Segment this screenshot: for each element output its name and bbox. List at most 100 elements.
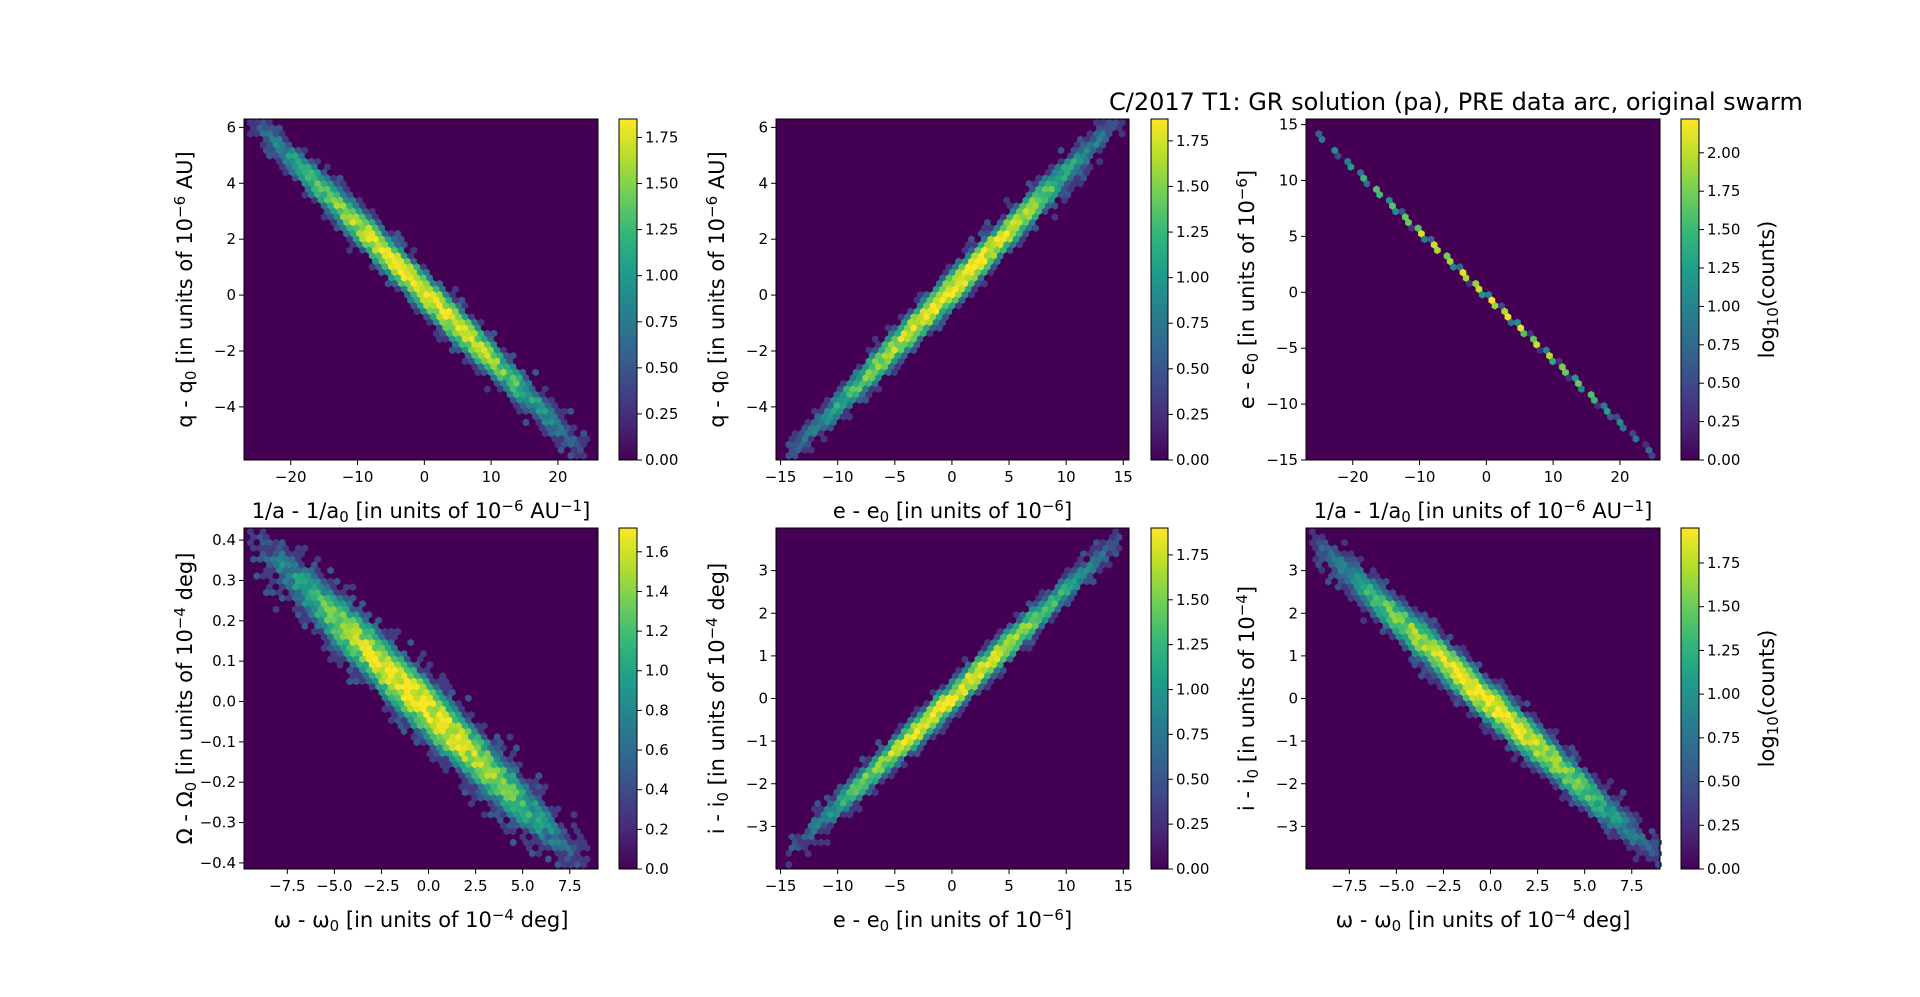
hexbin: [1077, 588, 1084, 597]
label-text: deg]: [173, 553, 197, 607]
colorbar-tick-label: 0.00: [1707, 860, 1740, 878]
x-tick-label: −15: [765, 877, 797, 895]
colorbar-tick-label: 0.25: [1176, 405, 1209, 423]
x-tick-label: −7.5: [1331, 877, 1367, 895]
hexbin: [820, 435, 828, 443]
label-subscript: 0: [182, 782, 200, 792]
x-axis-label: 1/a - 1/a0 [in units of 10−6 AU−1]: [252, 497, 591, 526]
label-superscript: −4: [1554, 906, 1576, 924]
hexbin: [509, 838, 517, 847]
y-tick-label: 3: [758, 562, 768, 580]
x-tick-label: −5.0: [316, 877, 352, 895]
label-subscript: 0: [880, 508, 890, 526]
x-tick-label: 7.5: [1620, 877, 1644, 895]
label-text: AU: [1586, 499, 1622, 523]
colorbar-tick-label: 0.4: [645, 781, 669, 799]
label-text: [in units of 10: [1401, 908, 1554, 932]
label-superscript: −4: [492, 906, 514, 924]
figure-title: C/2017 T1: GR solution (pa), PRE data ar…: [1109, 88, 1803, 116]
colorbar-tick-label: 1.00: [1707, 685, 1740, 703]
hexbin-layer: [247, 527, 591, 869]
y-tick-label: 2: [1288, 604, 1298, 622]
label-text: [in units of 10: [349, 499, 502, 523]
y-tick-label: −4: [214, 398, 236, 416]
y-tick-label: 0.4: [212, 531, 236, 549]
y-tick-label: −1: [1276, 732, 1298, 750]
y-tick-label: −3: [1276, 817, 1298, 835]
x-tick-label: −15: [765, 468, 797, 486]
hexbin: [1051, 213, 1059, 221]
label-text: [in units of 10: [173, 218, 197, 371]
colorbar-tick-label: 1.75: [1707, 554, 1740, 572]
label-text: 1/a - 1/a: [252, 499, 340, 523]
colorbar-tick-label: 0.25: [1176, 815, 1209, 833]
x-tick-label: 10: [1057, 877, 1076, 895]
y-tick-label: 6: [226, 118, 236, 136]
colorbar-gradient: [618, 527, 638, 870]
hexbin: [913, 749, 921, 758]
colorbar-tick-label: 0.6: [645, 741, 669, 759]
label-text: i - i: [1235, 778, 1259, 811]
hexbin: [920, 340, 927, 349]
hexbin: [968, 290, 975, 299]
hexbin: [846, 413, 854, 421]
colorbar-tick-label: 1.50: [1707, 221, 1740, 239]
hexbin: [1096, 157, 1103, 166]
label-subscript: 0: [714, 371, 732, 381]
hexbin: [1028, 229, 1036, 238]
colorbar-tick-label: 0.2: [645, 820, 669, 838]
label-subscript: 0: [182, 371, 200, 381]
hexbin: [929, 733, 937, 741]
hexbin-layer: [1315, 129, 1656, 460]
x-tick-label: 5: [1004, 877, 1014, 895]
y-tick-label: 0: [1288, 283, 1298, 301]
x-tick-label: −5: [884, 877, 906, 895]
label-subscript: 0: [1244, 769, 1262, 779]
label-text: [in units of 10: [705, 639, 729, 792]
colorbar-tick-label: 1.25: [645, 221, 678, 239]
y-tick-label: 10: [1279, 171, 1298, 189]
hexbin: [263, 157, 270, 166]
hexbin: [980, 279, 988, 288]
label-text: ]: [1644, 499, 1652, 523]
label-subscript: 10: [1764, 307, 1782, 326]
y-tick-label: −0.4: [200, 854, 236, 872]
label-text: [in units of 10: [889, 908, 1042, 932]
colorbar-tick-label: 0.50: [1707, 374, 1740, 392]
colorbar-tick-label: 0.8: [645, 701, 669, 719]
label-superscript: −6: [1042, 906, 1064, 924]
hexbin: [855, 805, 863, 814]
colorbar-tick-label: 0.00: [1176, 451, 1209, 469]
hexbin: [1025, 644, 1033, 653]
hexbin: [936, 324, 943, 332]
hexbin: [1648, 451, 1656, 460]
label-subscript: 0: [714, 792, 732, 802]
y-tick-label: 0.2: [212, 612, 236, 630]
y-tick-label: 2: [226, 230, 236, 248]
x-axis-label: e - e0 [in units of 10−6]: [833, 497, 1072, 526]
y-tick-label: −2: [1276, 775, 1298, 793]
axes-frame: [1305, 118, 1661, 461]
label-subscript: 0: [1244, 353, 1262, 363]
y-axis-label: q - q0 [in units of 10−6 AU]: [171, 151, 200, 428]
hexbin: [955, 710, 962, 719]
hexbin: [804, 849, 812, 858]
y-tick-label: 0.1: [212, 652, 236, 670]
y-tick-label: 4: [226, 174, 236, 192]
label-superscript: −6: [1233, 178, 1251, 200]
y-axis-label: q - q0 [in units of 10−6 AU]: [703, 151, 732, 428]
hexbin: [846, 810, 854, 819]
x-axis-label: ω - ω0 [in units of 10−4 deg]: [274, 906, 569, 935]
x-tick-label: −5.0: [1378, 877, 1414, 895]
hexbin: [1016, 649, 1023, 658]
hexbin: [871, 788, 879, 797]
label-superscript: −1: [1622, 497, 1644, 515]
y-tick-label: −1: [746, 732, 768, 750]
label-text: ]: [1235, 586, 1259, 594]
hexbin: [900, 760, 908, 769]
hexbin: [971, 694, 979, 703]
hexbin: [506, 733, 514, 741]
label-text: [in units of 10: [1235, 616, 1259, 769]
